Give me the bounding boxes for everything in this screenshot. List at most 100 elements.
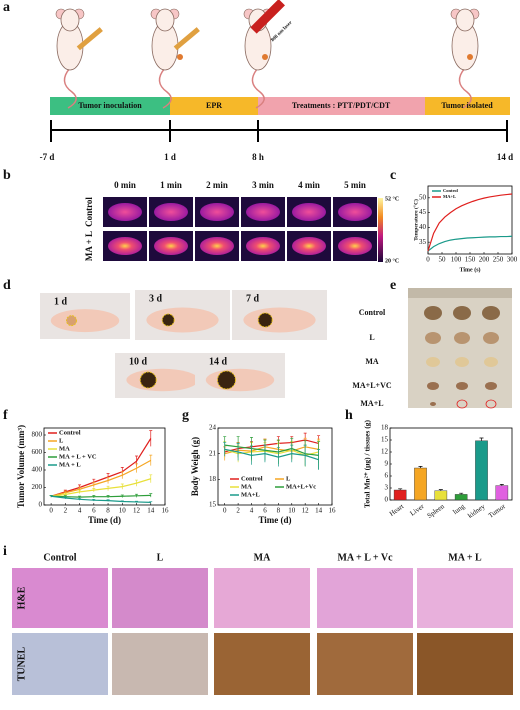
legend-label: Control (241, 475, 263, 482)
x-tick-label: 2 (64, 507, 68, 515)
error-bar (120, 494, 124, 498)
panel-label: h (345, 408, 353, 423)
y-tick-label: 35 (419, 238, 427, 246)
x-tick-label: 150 (465, 256, 476, 264)
tunel-image (214, 633, 310, 695)
label: TUNEL (16, 646, 27, 681)
label: 2 min (206, 180, 228, 190)
label: 4 min (298, 180, 320, 190)
tumor (455, 357, 469, 367)
phase-box (258, 97, 425, 115)
absent-tumor (456, 399, 468, 409)
y-tick-label: 45 (419, 208, 427, 216)
legend-label: L (286, 475, 291, 482)
error-bar (149, 430, 153, 447)
label: 0 min (114, 180, 136, 190)
mouse-head (455, 8, 475, 32)
syringe (173, 27, 200, 51)
error-bar (223, 442, 227, 457)
error-bar (106, 495, 110, 498)
label: 3 min (252, 180, 274, 190)
thermal-mouse (292, 203, 326, 221)
legend-label: MA + L (59, 461, 81, 468)
panel-label: c (390, 168, 396, 183)
mouse-tail (158, 67, 172, 109)
x-tick-label: 12 (133, 507, 141, 515)
x-tick-label: 14 (147, 507, 155, 515)
label: L (157, 552, 164, 563)
label: 5 min (344, 180, 366, 190)
y-tick-label: 12 (381, 448, 389, 456)
y-tick-label: 18 (209, 475, 217, 483)
legend-label: MA+L (241, 491, 261, 498)
x-tick-label: 200 (479, 256, 490, 264)
mouse-head (60, 8, 80, 32)
panel-label: g (182, 408, 189, 423)
x-tick-label: 14 (315, 507, 323, 515)
bar (434, 490, 448, 501)
y-tick-label: 50 (419, 193, 427, 201)
x-tick-label: 8 (106, 507, 110, 515)
y-tick-label: 9 (385, 460, 389, 468)
line (224, 439, 319, 453)
thermal-mouse (292, 237, 326, 255)
tumor-site (257, 312, 273, 328)
thermal-mouse (246, 203, 280, 221)
timeline-ticks (50, 120, 508, 142)
label: 7 d (246, 293, 260, 304)
error-bar (92, 488, 96, 492)
tumor-site (161, 313, 175, 327)
phase-box (170, 97, 258, 115)
x-tick-label: 10 (119, 507, 127, 515)
mouse-body (205, 368, 275, 392)
x-tick-label: 300 (507, 256, 518, 264)
label: 14 d (497, 152, 513, 162)
label: 8 h (252, 152, 264, 162)
error-bar (149, 474, 153, 483)
error-bar (263, 444, 267, 463)
label: Control (43, 552, 76, 563)
colorbar (378, 198, 383, 262)
mouse (150, 8, 180, 109)
tumor (430, 402, 436, 406)
tumor (454, 332, 470, 344)
tumor-site (217, 370, 236, 390)
x-axis-label: Time (d) (258, 515, 291, 525)
legend-label: Control (59, 429, 81, 436)
y-tick-label: 18 (381, 424, 389, 432)
error-bar (135, 463, 139, 473)
y-tick-label: 800 (32, 431, 43, 439)
error-bar (78, 489, 82, 494)
x-tick-label: 8 (277, 507, 281, 515)
line (224, 448, 319, 461)
laser (250, 0, 285, 34)
tunel-image (417, 633, 513, 695)
mouse-tail (63, 67, 77, 109)
thermal-mouse (108, 237, 142, 255)
plot-frame (217, 427, 333, 506)
mouse-tail (251, 67, 265, 109)
tumor (425, 332, 441, 344)
label: L (369, 333, 374, 342)
tumor (453, 306, 471, 320)
line (427, 193, 513, 252)
he-image (12, 568, 108, 628)
plot-frame (43, 427, 166, 506)
error-bar (438, 489, 443, 491)
label: 1 min (160, 180, 182, 190)
tumor (427, 382, 439, 390)
label: MA (365, 357, 379, 366)
tunel-image (317, 633, 413, 695)
error-bar (398, 488, 403, 490)
bar (414, 467, 427, 501)
tumor (426, 357, 440, 367)
tumor-site (66, 315, 77, 327)
x-tick-label: 0 (426, 256, 430, 264)
panel-label: b (3, 168, 11, 183)
error-bar (120, 471, 124, 479)
y-tick-label: 3 (385, 484, 389, 492)
error-bar (276, 447, 280, 467)
label: EPR (206, 101, 222, 110)
y-axis-label: Body Weigh (g) (190, 437, 200, 496)
thermal-mouse (338, 203, 372, 221)
